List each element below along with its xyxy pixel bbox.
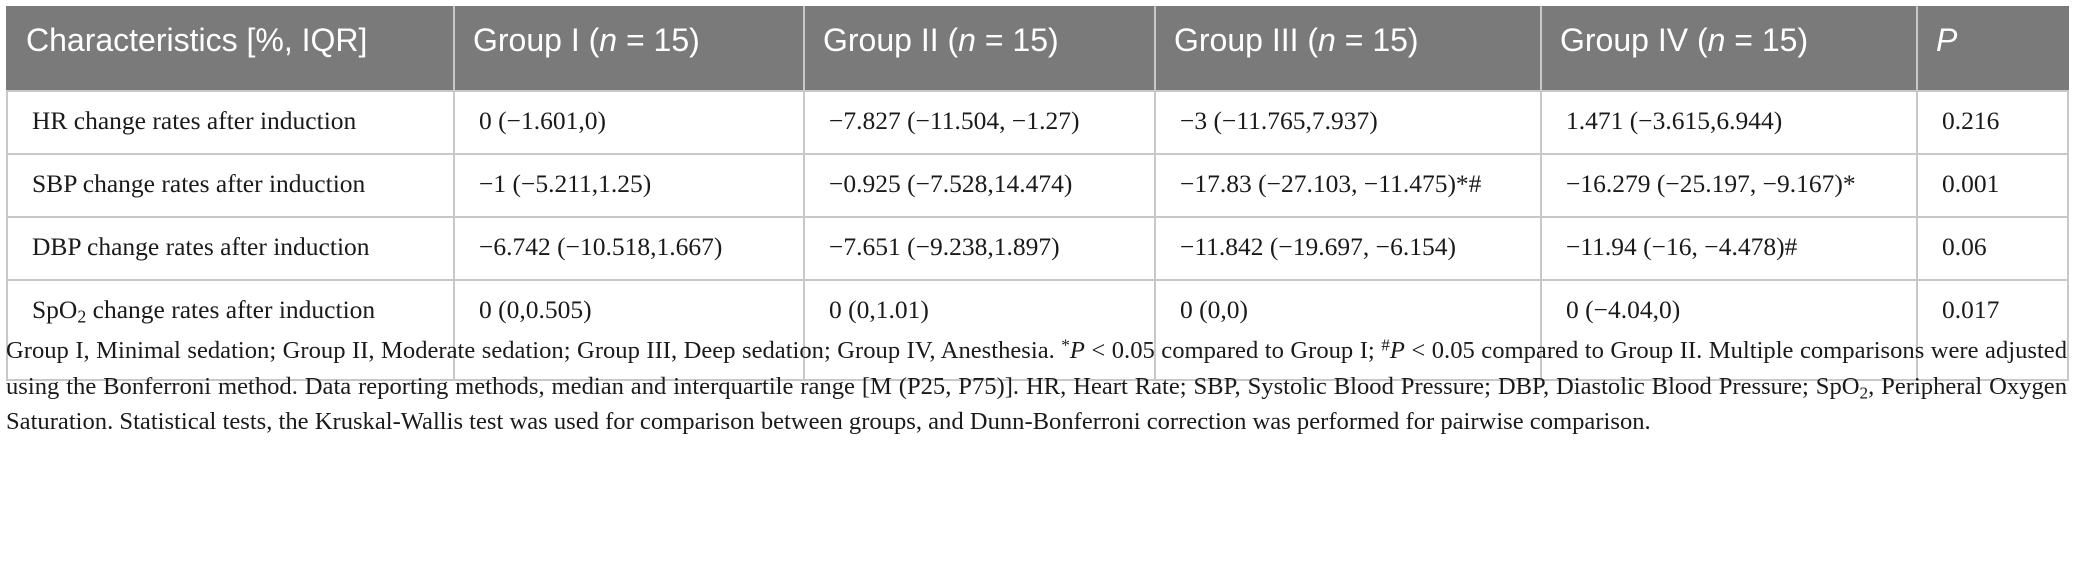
- table-cell: 0 (0,0.505): [453, 279, 805, 381]
- p-value-cell: 0.017: [1916, 279, 2069, 381]
- table-cell: −16.279 (−25.197, −9.167)*: [1540, 153, 1918, 218]
- table-cell: 0 (−4.04,0): [1540, 279, 1918, 381]
- table-cell: −3 (−11.765,7.937): [1154, 90, 1542, 155]
- header-group-3: Group III (n = 15): [1154, 6, 1542, 92]
- row-label: DBP change rates after induction: [6, 216, 455, 281]
- row-label: SpO2 change rates after induction: [6, 279, 455, 381]
- table-row-dbp: DBP change rates after induction −6.742 …: [6, 216, 2069, 281]
- table-cell: 0 (−1.601,0): [453, 90, 805, 155]
- table-cell: 1.471 (−3.615,6.944): [1540, 90, 1918, 155]
- table-cell: −7.651 (−9.238,1.897): [803, 216, 1156, 281]
- table-cell: −6.742 (−10.518,1.667): [453, 216, 805, 281]
- table-cell: 0 (0,0): [1154, 279, 1542, 381]
- p-value-cell: 0.06: [1916, 216, 2069, 281]
- row-label: HR change rates after induction: [6, 90, 455, 155]
- results-table-container: Characteristics [%, IQR] Group I (n = 15…: [6, 6, 2069, 381]
- results-table: Characteristics [%, IQR] Group I (n = 15…: [6, 6, 2069, 381]
- header-p-value: P: [1916, 6, 2069, 92]
- p-value-cell: 0.216: [1916, 90, 2069, 155]
- p-value-cell: 0.001: [1916, 153, 2069, 218]
- table-cell: −11.842 (−19.697, −6.154): [1154, 216, 1542, 281]
- table-cell: −11.94 (−16, −4.478)#: [1540, 216, 1918, 281]
- table-footnote: Group I, Minimal sedation; Group II, Mod…: [6, 335, 2068, 435]
- table-row-spo2: SpO2 change rates after induction 0 (0,0…: [6, 279, 2069, 381]
- header-group-4: Group IV (n = 15): [1540, 6, 1918, 92]
- header-row: Characteristics [%, IQR] Group I (n = 15…: [6, 6, 2069, 92]
- header-group-2: Group II (n = 15): [803, 6, 1156, 92]
- table-row-sbp: SBP change rates after induction −1 (−5.…: [6, 153, 2069, 218]
- table-row-hr: HR change rates after induction 0 (−1.60…: [6, 90, 2069, 155]
- row-label: SBP change rates after induction: [6, 153, 455, 218]
- header-characteristics: Characteristics [%, IQR]: [6, 6, 455, 92]
- table-cell: −7.827 (−11.504, −1.27): [803, 90, 1156, 155]
- table-cell: 0 (0,1.01): [803, 279, 1156, 381]
- header-group-1: Group I (n = 15): [453, 6, 805, 92]
- table-cell: −17.83 (−27.103, −11.475)*#: [1154, 153, 1542, 218]
- table-cell: −0.925 (−7.528,14.474): [803, 153, 1156, 218]
- table-cell: −1 (−5.211,1.25): [453, 153, 805, 218]
